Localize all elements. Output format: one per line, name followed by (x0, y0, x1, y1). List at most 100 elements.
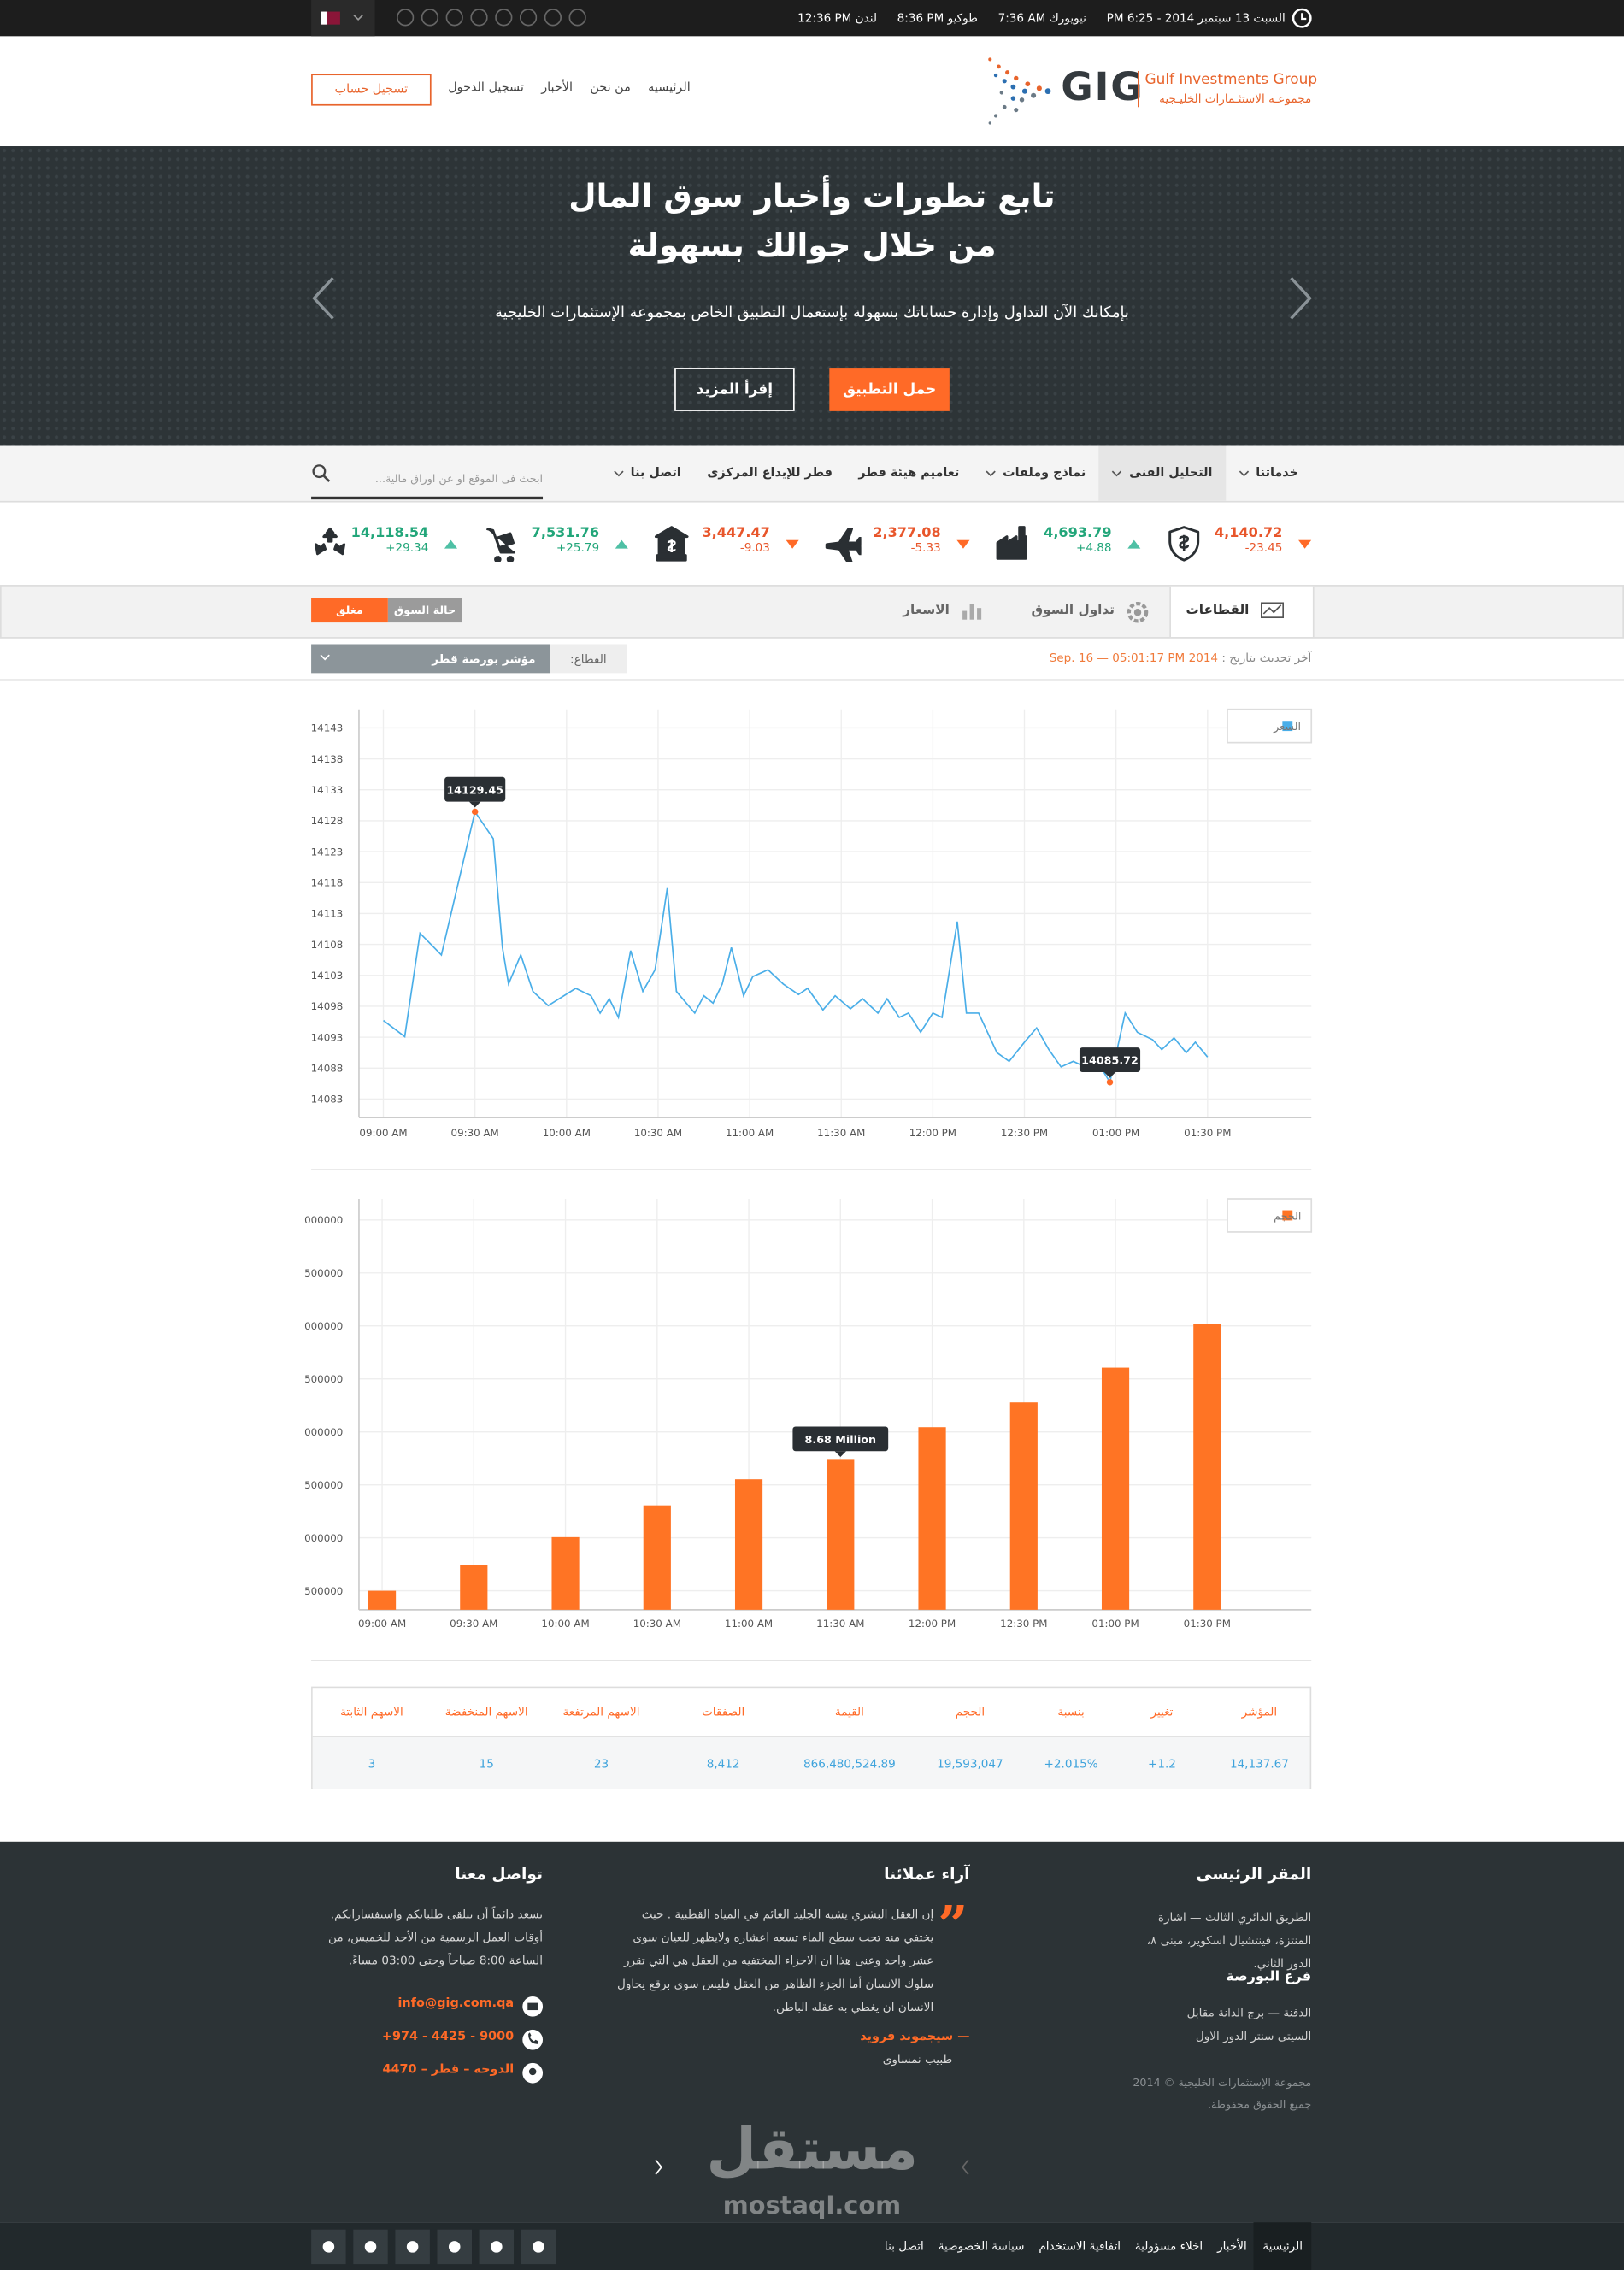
cell: 3 (368, 1756, 376, 1770)
ticker-value: 4,693.79 (1044, 525, 1112, 542)
ticker-change: -23.45 (1244, 541, 1283, 555)
ticker-change: -9.03 (739, 541, 770, 555)
path (1301, 13, 1307, 21)
menu-label: التحليل الفنى (1129, 466, 1213, 481)
icon[interactable] (396, 9, 415, 27)
point-marker (1106, 1079, 1114, 1086)
menu-item[interactable]: اتصل بنا (600, 446, 694, 501)
contact-email[interactable]: info@gig.com.qa (397, 1996, 515, 2011)
nav-link[interactable]: من نحن (590, 80, 631, 96)
tooltip: 8.68 Million (792, 1426, 889, 1457)
y-tick-label: 17500000 (304, 1267, 344, 1279)
bar (1193, 1324, 1221, 1610)
icon[interactable] (519, 9, 538, 27)
bar (368, 1590, 397, 1610)
footer-link[interactable]: الأخبار (1217, 2239, 1247, 2253)
circle (1133, 609, 1142, 616)
social-icon[interactable] (479, 2229, 515, 2265)
tab-label[interactable]: الاسعار (903, 604, 950, 619)
x-tick-label: 01:00 PM (1092, 1127, 1139, 1139)
social-glyph (322, 2241, 335, 2253)
menu-item[interactable]: تعاميم هيئة قطر (845, 446, 972, 501)
x-tick-label: 09:30 AM (451, 1127, 499, 1139)
sector-select[interactable]: مؤشر بورصة قطر (311, 644, 550, 674)
ticker-arrow (444, 539, 458, 549)
y-tick-label: 15000000 (304, 1320, 344, 1332)
icon[interactable] (421, 9, 439, 27)
footer-link[interactable]: اتصل بنا (884, 2239, 924, 2253)
hero-next[interactable] (1286, 275, 1315, 321)
social-bottom (311, 2229, 556, 2265)
search-icon[interactable] (311, 463, 332, 484)
icon[interactable] (544, 9, 562, 27)
tab-label[interactable]: القطاعات (1186, 604, 1250, 619)
social-icon[interactable] (311, 2229, 346, 2265)
footer-link[interactable]: اخلاء مسؤولية (1134, 2239, 1203, 2253)
circle (568, 9, 586, 27)
icon[interactable] (470, 9, 488, 27)
social-icon[interactable] (395, 2229, 430, 2265)
icon[interactable] (568, 9, 586, 27)
menu-item[interactable]: نماذج وملفات (973, 446, 1099, 501)
nav-link[interactable]: الرئيسية (648, 80, 691, 96)
x-tick-label: 10:30 AM (634, 1127, 682, 1139)
footer-link[interactable]: اتفاقية الاستخدام (1039, 2239, 1121, 2253)
social-icon[interactable] (521, 2229, 556, 2265)
social-icon[interactable] (353, 2229, 388, 2265)
ticker-change: -5.33 (910, 541, 941, 555)
tooltip-pointer (468, 801, 481, 808)
hero-prev[interactable] (309, 275, 338, 321)
read-more-button[interactable]: إقرأ المزيد (674, 368, 795, 411)
menu-label: قطر للإيداع المركزى (707, 466, 833, 481)
city: لندن (855, 11, 877, 25)
download-button[interactable]: حمل التطبيق (829, 368, 950, 411)
circle (988, 121, 991, 125)
ticker-text: 3,447.47 -9.03 (702, 526, 769, 555)
top-bar (0, 0, 1624, 37)
nav-link[interactable]: تسجيل الدخول (448, 80, 524, 96)
bar (734, 1479, 763, 1610)
tooltip-pointer (1103, 1071, 1116, 1078)
footer-link[interactable]: سياسة الخصوصية (938, 2239, 1025, 2253)
time: 8:36 PM (897, 11, 944, 25)
ticker-arrow (1127, 539, 1141, 549)
y-tick-label: 14083 (311, 1094, 344, 1106)
nav-link[interactable]: الأخبار (541, 80, 574, 96)
register-button[interactable]: تسجيل حساب (311, 74, 432, 106)
bottom-bar (0, 2222, 1624, 2270)
y-tick-label: 14103 (311, 970, 344, 982)
chevron (613, 469, 623, 476)
icon[interactable] (495, 9, 513, 27)
menu-item[interactable]: قطر للإيداع المركزى (694, 446, 845, 501)
logo-mark (988, 57, 1051, 125)
price-line (383, 810, 1209, 1085)
footer-link[interactable]: الرئيسية (1254, 2222, 1312, 2270)
tab-label[interactable]: تداول السوق (1031, 604, 1115, 619)
carousel-arrows[interactable] (649, 2157, 973, 2178)
ticker-value: 2,377.08 (873, 525, 941, 542)
rect (969, 604, 974, 620)
x-tick-label: 10:30 AM (633, 1618, 681, 1630)
circle (1010, 96, 1016, 101)
quote: إن العقل البشري يشبه الجليد العائم في ال… (617, 1907, 934, 2014)
tab-active[interactable] (1169, 586, 1315, 638)
x-tick-label: 09:30 AM (450, 1618, 497, 1630)
circle (544, 9, 562, 27)
menu-item[interactable]: خدماتنا (1226, 446, 1311, 501)
circle (1021, 88, 1027, 94)
circle (1010, 84, 1016, 90)
tooltip-label: 14085.72 (1081, 1054, 1139, 1067)
footer (0, 1841, 1624, 2223)
menu-item[interactable]: التحليل الفنى (1098, 445, 1226, 501)
social-icon[interactable] (437, 2229, 473, 2265)
icon[interactable] (445, 9, 463, 27)
search-input[interactable]: ابحث فى الموقع او عن اوراق مالية... (311, 460, 544, 500)
circle (1044, 88, 1051, 95)
social-glyph (533, 2241, 544, 2253)
tooltip-box (444, 776, 506, 802)
footer-title: فرع البورصة (1226, 1968, 1312, 1985)
ticker-arrow (786, 539, 799, 549)
